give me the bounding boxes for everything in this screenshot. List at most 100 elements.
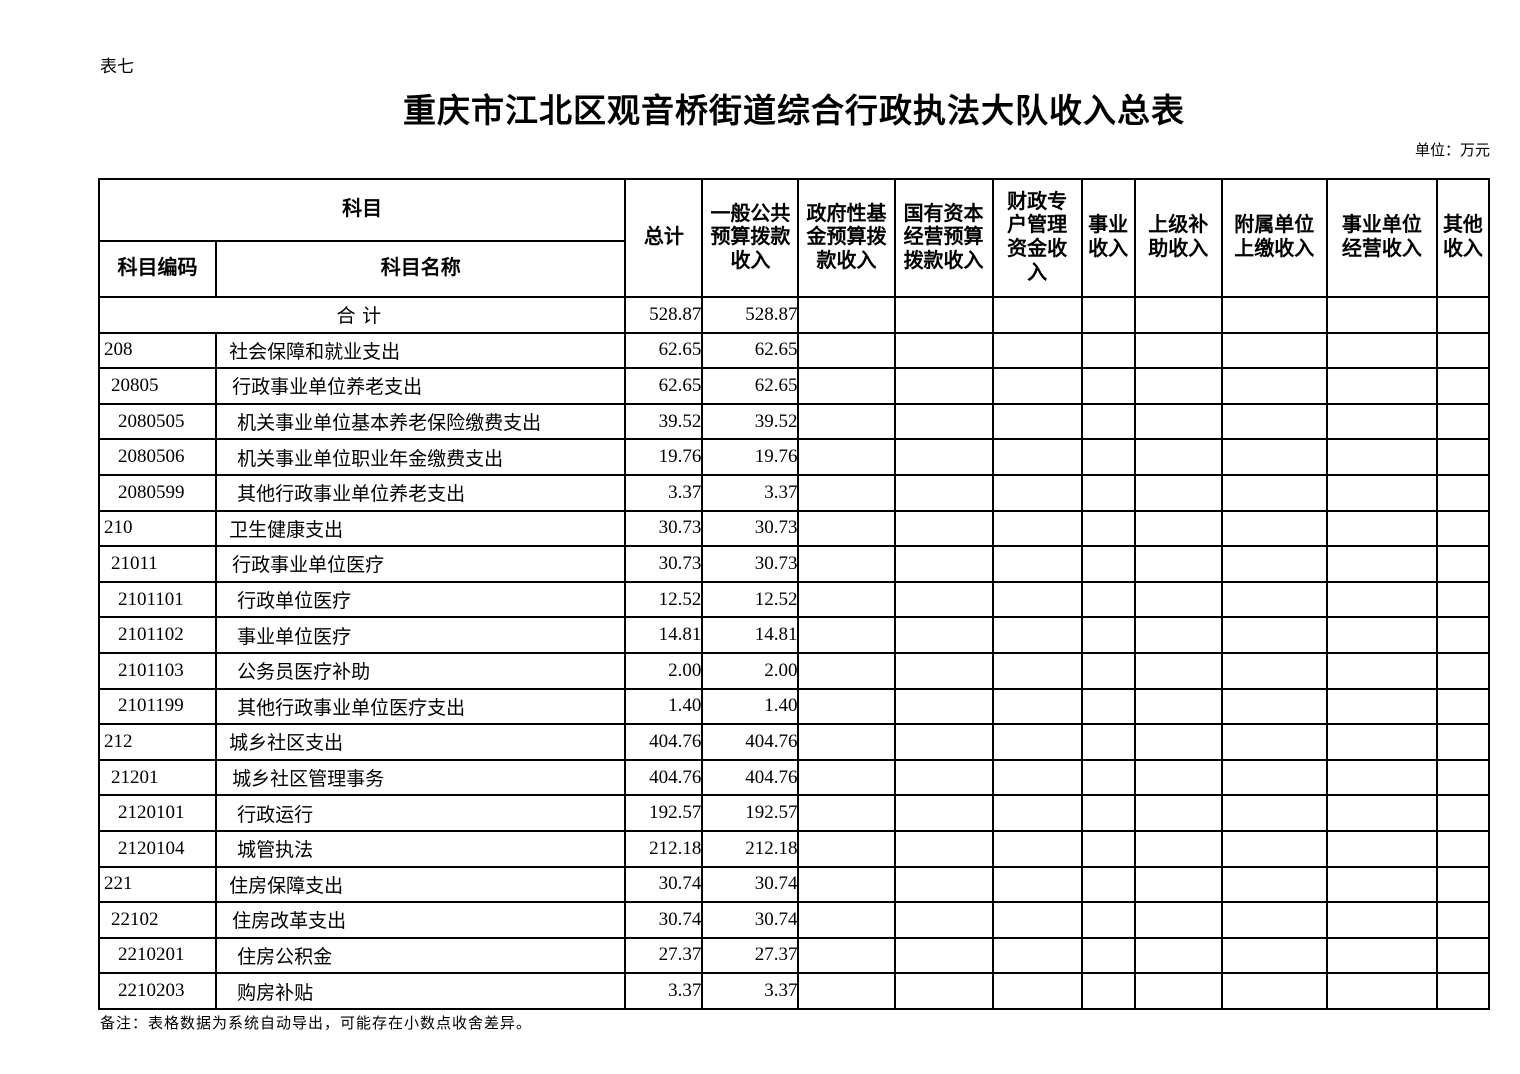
subject-code-cell: 212 bbox=[97, 723, 218, 761]
empty-value-cell bbox=[797, 616, 896, 654]
empty-value-cell bbox=[1325, 402, 1438, 441]
empty-value-cell bbox=[1325, 509, 1438, 548]
empty-value-cell bbox=[1220, 580, 1328, 619]
total-value-cell: 27.37 bbox=[624, 936, 704, 975]
total-row-label: 合计 bbox=[97, 296, 627, 334]
subject-name-cell: 城乡社区管理事务 bbox=[215, 758, 627, 797]
empty-value-cell bbox=[991, 972, 1083, 1010]
empty-value-cell bbox=[1133, 901, 1223, 939]
empty-value-cell bbox=[1325, 723, 1438, 761]
empty-value-cell bbox=[797, 723, 896, 761]
empty-value-cell bbox=[893, 794, 994, 832]
empty-value-cell bbox=[1080, 794, 1136, 832]
empty-value-cell bbox=[1220, 438, 1328, 476]
unit-label: 单位：万元 bbox=[1414, 143, 1490, 159]
total-value-cell: 62.65 bbox=[624, 331, 704, 370]
header-superior-subsidy: 上级补 助收入 bbox=[1133, 178, 1223, 298]
total-value-cell: 192.57 bbox=[624, 794, 704, 832]
empty-value-cell bbox=[1435, 616, 1491, 654]
empty-value-cell bbox=[1080, 865, 1136, 904]
empty-value-cell bbox=[1080, 723, 1136, 761]
subject-name-cell: 机关事业单位职业年金缴费支出 bbox=[215, 438, 627, 476]
general-budget-value-cell: 30.73 bbox=[701, 545, 800, 583]
total-value-cell: 404.76 bbox=[624, 758, 704, 797]
empty-value-cell bbox=[893, 367, 994, 405]
empty-value-cell bbox=[797, 438, 896, 476]
empty-value-cell bbox=[797, 829, 896, 868]
page-title: 重庆市江北区观音桥街道综合行政执法大队收入总表 bbox=[403, 94, 1185, 130]
general-budget-value-cell: 39.52 bbox=[701, 402, 800, 441]
empty-value-cell bbox=[1133, 616, 1223, 654]
empty-value-cell bbox=[893, 687, 994, 726]
empty-value-cell bbox=[1080, 473, 1136, 512]
general-budget-value-cell: 14.81 bbox=[701, 616, 800, 654]
empty-value-cell bbox=[1080, 901, 1136, 939]
total-value-cell: 30.73 bbox=[624, 509, 704, 548]
empty-value-cell bbox=[1325, 545, 1438, 583]
total-value-cell: 3.37 bbox=[624, 473, 704, 512]
general-budget-value-cell: 62.65 bbox=[701, 331, 800, 370]
empty-value-cell bbox=[1435, 972, 1491, 1010]
empty-value-cell bbox=[797, 473, 896, 512]
empty-value-cell bbox=[893, 829, 994, 868]
empty-value-cell bbox=[893, 545, 994, 583]
empty-value-cell bbox=[1220, 901, 1328, 939]
subject-name-cell: 住房公积金 bbox=[215, 936, 627, 975]
empty-value-cell bbox=[1220, 865, 1328, 904]
total-value-cell: 2.00 bbox=[624, 651, 704, 690]
subject-name-cell: 社会保障和就业支出 bbox=[215, 331, 627, 370]
empty-value-cell bbox=[1220, 794, 1328, 832]
empty-value-cell bbox=[797, 580, 896, 619]
sheet-label: 表七 bbox=[100, 57, 134, 76]
empty-value-cell bbox=[991, 865, 1083, 904]
subject-name-cell: 行政事业单位养老支出 bbox=[215, 367, 627, 405]
table-header: 科目 总计 一般公共 预算拨款 收入 政府性基 金预算拨 款收入 国有资本 经营… bbox=[97, 178, 1491, 298]
empty-value-cell bbox=[991, 901, 1083, 939]
empty-value-cell bbox=[1220, 545, 1328, 583]
empty-value-cell bbox=[1325, 794, 1438, 832]
empty-value-cell bbox=[991, 651, 1083, 690]
header-general-budget: 一般公共 预算拨款 收入 bbox=[701, 178, 800, 298]
empty-value-cell bbox=[1435, 509, 1491, 548]
empty-value-cell bbox=[1325, 367, 1438, 405]
subject-code-cell: 221 bbox=[97, 865, 218, 904]
general-budget-value-cell: 19.76 bbox=[701, 438, 800, 476]
table-row: 2080506 机关事业单位职业年金缴费支出 19.76 19.76 bbox=[97, 438, 1491, 476]
footnote: 备注：表格数据为系统自动导出，可能存在小数点收舍差异。 bbox=[100, 1016, 533, 1032]
subject-name-cell: 行政单位医疗 bbox=[215, 580, 627, 619]
empty-value-cell bbox=[1133, 651, 1223, 690]
subject-code-cell: 21201 bbox=[97, 758, 218, 797]
empty-value-cell bbox=[797, 331, 896, 370]
general-budget-value-cell: 192.57 bbox=[701, 794, 800, 832]
empty-value-cell bbox=[1435, 580, 1491, 619]
empty-value-cell bbox=[1220, 651, 1328, 690]
total-value-cell: 30.74 bbox=[624, 901, 704, 939]
empty-value-cell bbox=[797, 509, 896, 548]
total-value-cell: 62.65 bbox=[624, 367, 704, 405]
empty-value-cell bbox=[1080, 758, 1136, 797]
empty-value-cell bbox=[893, 616, 994, 654]
empty-value-cell bbox=[1133, 758, 1223, 797]
empty-value-cell bbox=[1220, 402, 1328, 441]
general-budget-value-cell: 27.37 bbox=[701, 936, 800, 975]
empty-value-cell bbox=[1133, 296, 1223, 334]
total-value-cell: 30.73 bbox=[624, 545, 704, 583]
table-row: 2210201 住房公积金 27.37 27.37 bbox=[97, 936, 1491, 975]
subject-code-cell: 2101199 bbox=[97, 687, 218, 726]
empty-value-cell bbox=[893, 936, 994, 975]
empty-value-cell bbox=[991, 331, 1083, 370]
empty-value-cell bbox=[893, 758, 994, 797]
total-value-cell: 528.87 bbox=[624, 296, 704, 334]
table-row: 2080599 其他行政事业单位养老支出 3.37 3.37 bbox=[97, 473, 1491, 512]
empty-value-cell bbox=[893, 901, 994, 939]
empty-value-cell bbox=[797, 936, 896, 975]
empty-value-cell bbox=[1220, 829, 1328, 868]
general-budget-value-cell: 62.65 bbox=[701, 367, 800, 405]
general-budget-value-cell: 12.52 bbox=[701, 580, 800, 619]
empty-value-cell bbox=[1435, 331, 1491, 370]
empty-value-cell bbox=[1080, 545, 1136, 583]
subject-name-cell: 住房改革支出 bbox=[215, 901, 627, 939]
empty-value-cell bbox=[1080, 331, 1136, 370]
total-value-cell: 19.76 bbox=[624, 438, 704, 476]
empty-value-cell bbox=[797, 687, 896, 726]
